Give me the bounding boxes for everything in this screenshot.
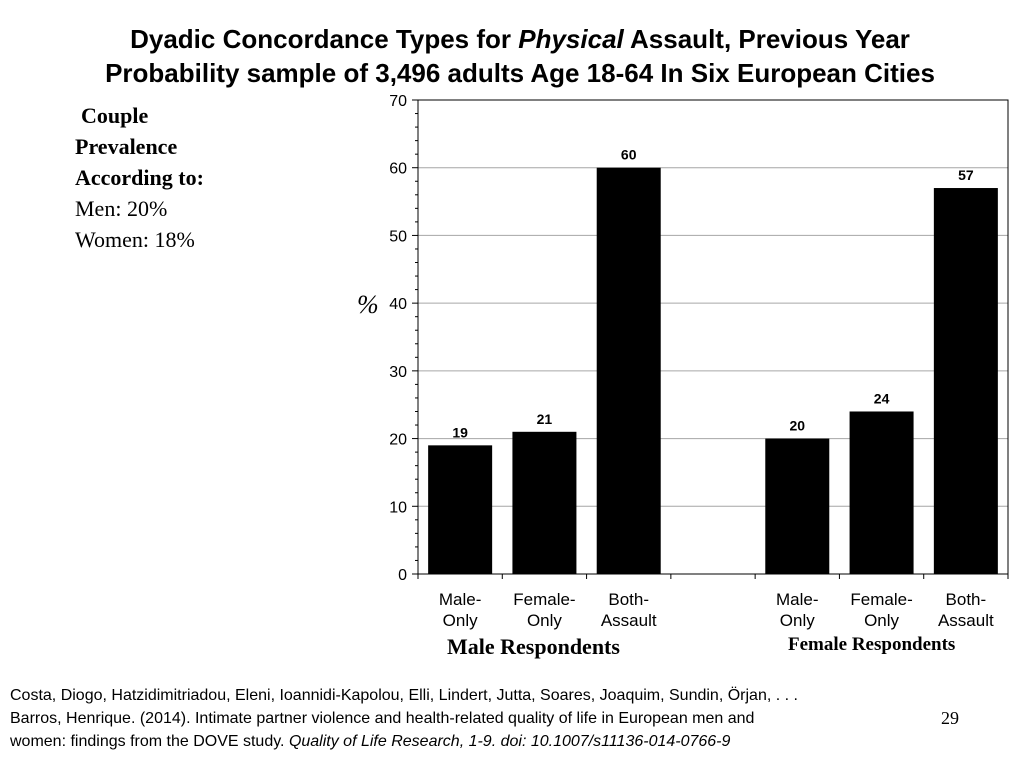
bar xyxy=(765,438,830,574)
x-tick-label: Only xyxy=(443,611,478,630)
bar-data-label: 21 xyxy=(537,411,553,427)
prevalence-women: Women: 18% xyxy=(75,227,195,252)
bar-data-label: 24 xyxy=(874,390,890,406)
y-tick-label: 10 xyxy=(389,499,407,516)
y-tick-label: 0 xyxy=(398,567,407,584)
x-tick-label: Female- xyxy=(513,590,575,609)
x-tick-label: Only xyxy=(864,611,899,630)
citation-line-3: women: findings from the DOVE study. Qua… xyxy=(10,733,731,750)
group-label-female: Female Respondents xyxy=(788,634,956,655)
prevalence-men: Men: 20% xyxy=(75,196,168,221)
y-tick-label: 50 xyxy=(389,228,407,245)
bar xyxy=(933,188,998,574)
x-tick-label: Assault xyxy=(938,611,994,630)
bar xyxy=(428,445,493,574)
y-tick-label: 20 xyxy=(389,432,407,449)
y-tick-label: 70 xyxy=(389,93,407,110)
y-tick-label: 60 xyxy=(389,161,407,178)
x-tick-label: Assault xyxy=(601,611,657,630)
y-tick-label: 40 xyxy=(389,296,407,313)
prevalence-note: Couple Prevalence According to: Men: 20%… xyxy=(75,100,204,255)
plot-frame xyxy=(417,99,1009,575)
gridlines xyxy=(418,99,1008,507)
bar-data-label: 57 xyxy=(958,167,974,183)
bar-data-label: 19 xyxy=(452,424,468,440)
bar xyxy=(596,167,661,574)
page-number: 29 xyxy=(941,708,959,728)
y-axis-label: % xyxy=(357,290,379,319)
citation-line-1: Costa, Diogo, Hatzidimitriadou, Eleni, I… xyxy=(10,687,798,704)
bar-data-label: 60 xyxy=(621,147,637,163)
chart-title: Dyadic Concordance Types for Physical As… xyxy=(0,22,1024,90)
x-tick-label: Only xyxy=(780,611,815,630)
bars: 19 21 60 20 24 57 xyxy=(428,147,998,574)
bar xyxy=(849,411,914,574)
citation-line-2: Barros, Henrique. (2014). Intimate partn… xyxy=(10,710,755,727)
x-tick-label: Both- xyxy=(608,590,649,609)
x-tick-label: Only xyxy=(527,611,562,630)
x-tick-label: Male- xyxy=(439,590,482,609)
bar xyxy=(512,431,577,574)
x-tick-label: Both- xyxy=(946,590,987,609)
axes: 0 10 20 30 40 50 60 70 Male- Only Female- Only Both-… xyxy=(389,93,1009,630)
citation: Costa, Diogo, Hatzidimitriadou, Eleni, I… xyxy=(10,684,1020,753)
y-tick-label: 30 xyxy=(389,364,407,381)
title-line-2: Probability sample of 3,496 adults Age 1… xyxy=(105,58,935,88)
x-tick-label: Male- xyxy=(776,590,819,609)
bar-data-label: 20 xyxy=(789,418,805,434)
prevalence-heading-3: According to: xyxy=(75,165,204,190)
prevalence-heading-2: Prevalence xyxy=(75,134,178,159)
group-label-male: Male Respondents xyxy=(447,634,620,659)
title-line-1: Dyadic Concordance Types for Physical As… xyxy=(130,24,910,54)
title-italic-word: Physical xyxy=(518,24,624,54)
prevalence-heading-1: Couple xyxy=(81,103,149,128)
x-tick-label: Female- xyxy=(850,590,912,609)
